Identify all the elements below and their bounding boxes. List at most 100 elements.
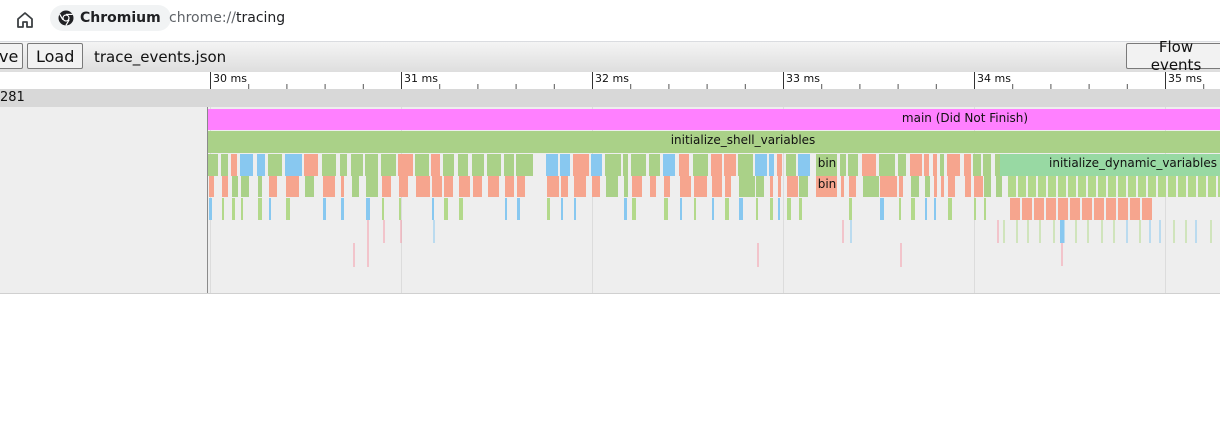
trace-slice[interactable]	[1082, 198, 1092, 220]
trace-slice[interactable]	[725, 176, 731, 197]
trace-slice[interactable]	[366, 176, 378, 197]
trace-slice[interactable]	[1148, 176, 1156, 197]
trace-slice[interactable]	[574, 176, 586, 197]
trace-slice[interactable]	[341, 198, 344, 220]
trace-slice[interactable]	[286, 176, 299, 197]
trace-slice[interactable]	[547, 176, 559, 197]
trace-slice[interactable]	[444, 198, 448, 220]
trace-slice[interactable]	[285, 154, 302, 176]
trace-slice[interactable]	[305, 176, 314, 197]
trace-slice[interactable]	[624, 198, 627, 220]
trace-slice[interactable]	[862, 154, 876, 176]
address-bar[interactable]: chrome://tracing	[169, 10, 285, 26]
trace-slice[interactable]	[1022, 198, 1032, 220]
trace-slice[interactable]	[679, 154, 689, 176]
trace-slice[interactable]	[1018, 176, 1026, 197]
home-icon[interactable]	[14, 9, 36, 31]
trace-slice[interactable]	[947, 154, 960, 176]
trace-slice[interactable]	[1218, 176, 1220, 197]
trace-slice[interactable]	[1034, 198, 1044, 220]
trace-slice[interactable]	[443, 154, 454, 176]
trace-slice[interactable]	[269, 198, 271, 220]
trace-slice[interactable]	[606, 176, 618, 197]
trace-slice[interactable]	[517, 198, 520, 220]
trace-slice[interactable]	[458, 154, 468, 176]
trace-slice[interactable]	[304, 154, 318, 176]
trace-slice[interactable]	[547, 198, 550, 220]
site-info-chip[interactable]: Chromium	[50, 5, 171, 31]
trace-slice[interactable]	[592, 176, 600, 197]
trace-slice[interactable]	[504, 154, 514, 176]
trace-slice[interactable]	[258, 176, 262, 197]
trace-slice[interactable]	[925, 176, 930, 197]
trace-slice[interactable]	[649, 154, 660, 176]
trace-slice[interactable]	[983, 154, 991, 176]
trace-slice[interactable]	[910, 154, 922, 176]
trace-slice[interactable]	[880, 176, 897, 197]
trace-slice[interactable]	[786, 154, 796, 176]
trace-slice[interactable]	[399, 176, 408, 197]
trace-slice[interactable]	[973, 154, 981, 176]
trace-slice[interactable]	[432, 198, 434, 220]
trace-slice[interactable]	[444, 176, 453, 197]
trace-slice[interactable]	[1070, 198, 1080, 220]
trace-slice[interactable]	[712, 176, 722, 197]
trace-slice[interactable]	[984, 198, 986, 220]
slice-bin[interactable]	[816, 176, 837, 197]
trace-slice[interactable]	[863, 176, 879, 197]
trace-slice[interactable]	[432, 176, 442, 197]
trace-slice[interactable]	[1008, 176, 1016, 197]
trace-slice[interactable]	[770, 198, 773, 220]
trace-slice[interactable]	[487, 154, 501, 176]
trace-slice[interactable]	[798, 154, 810, 176]
trace-slice[interactable]	[1058, 198, 1068, 220]
trace-slice[interactable]	[1168, 176, 1176, 197]
trace-slice[interactable]	[694, 176, 707, 197]
trace-slice[interactable]	[940, 154, 944, 176]
trace-slice[interactable]	[848, 154, 858, 176]
trace-slice[interactable]	[232, 198, 235, 220]
slice-initialize-shell-variables[interactable]	[208, 131, 1220, 153]
trace-slice[interactable]	[739, 198, 743, 220]
process-header[interactable]: 281	[0, 89, 1220, 107]
trace-slice[interactable]	[934, 176, 937, 197]
trace-slice[interactable]	[680, 176, 691, 197]
trace-slice[interactable]	[755, 154, 767, 176]
trace-slice[interactable]	[241, 176, 249, 197]
trace-slice[interactable]	[756, 198, 758, 220]
trace-slice[interactable]	[1028, 176, 1036, 197]
flow-events-button[interactable]: Flow events	[1126, 38, 1220, 74]
trace-slice[interactable]	[1118, 176, 1126, 197]
trace-slice[interactable]	[1060, 220, 1064, 243]
trace-slice[interactable]	[505, 176, 514, 197]
trace-slice[interactable]	[382, 198, 384, 220]
trace-slice[interactable]	[1106, 198, 1116, 220]
trace-slice[interactable]	[459, 198, 463, 220]
trace-slice[interactable]	[694, 198, 696, 220]
trace-slice[interactable]	[849, 176, 856, 197]
trace-slice[interactable]	[624, 176, 628, 197]
trace-slice[interactable]	[756, 176, 764, 197]
trace-slice[interactable]	[778, 198, 780, 220]
trace-slice[interactable]	[459, 176, 470, 197]
trace-slice[interactable]	[770, 176, 773, 197]
trace-slice[interactable]	[351, 154, 363, 176]
trace-slice[interactable]	[399, 198, 401, 220]
trace-slice[interactable]	[232, 176, 238, 197]
trace-slice[interactable]	[899, 176, 903, 197]
trace-slice[interactable]	[898, 154, 906, 176]
trace-slice[interactable]	[431, 154, 440, 176]
trace-slice[interactable]	[1068, 176, 1076, 197]
trace-slice[interactable]	[1130, 198, 1140, 220]
trace-slice[interactable]	[222, 176, 228, 197]
trace-slice[interactable]	[1188, 176, 1196, 197]
trace-slice[interactable]	[209, 198, 212, 220]
trace-slice[interactable]	[1038, 176, 1046, 197]
trace-slice[interactable]	[1048, 176, 1056, 197]
trace-slice[interactable]	[787, 176, 798, 197]
trace-slice[interactable]	[1128, 176, 1136, 197]
trace-slice[interactable]	[664, 176, 670, 197]
trace-slice[interactable]	[365, 154, 378, 176]
trace-slice[interactable]	[366, 198, 370, 220]
load-button[interactable]: Load	[27, 43, 84, 69]
